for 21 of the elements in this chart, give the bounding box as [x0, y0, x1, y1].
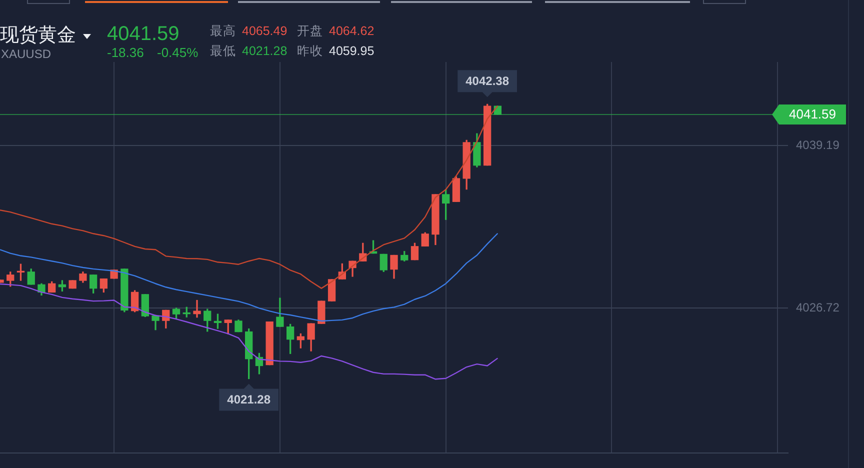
- chart-subtitle: XAUUSD: [1, 47, 52, 61]
- text: 开盘: [297, 24, 323, 38]
- annotation: 4021.28: [227, 392, 271, 407]
- text: 4064.62: [329, 24, 374, 38]
- text: 4065.49: [242, 24, 288, 38]
- text: 4059.95: [329, 44, 374, 58]
- text: 4021.28: [242, 44, 288, 58]
- candlestick: [266, 322, 274, 366]
- y-tick-label: 4026.72: [796, 300, 840, 314]
- y-tick-label: 4039.19: [796, 138, 840, 152]
- ref-line-label: 4041.59: [789, 106, 836, 122]
- chart-title: 现货黄金: [0, 25, 76, 46]
- text: 4041.59: [107, 23, 180, 45]
- text: 最低: [210, 44, 236, 58]
- annotation: 4042.38: [466, 74, 510, 88]
- candlestick: [68, 280, 76, 289]
- text: 最高: [210, 24, 236, 38]
- candlestick: [318, 300, 326, 324]
- text: -18.36: [107, 45, 144, 60]
- text: -0.45%: [157, 45, 198, 60]
- text: 昨收: [297, 44, 323, 58]
